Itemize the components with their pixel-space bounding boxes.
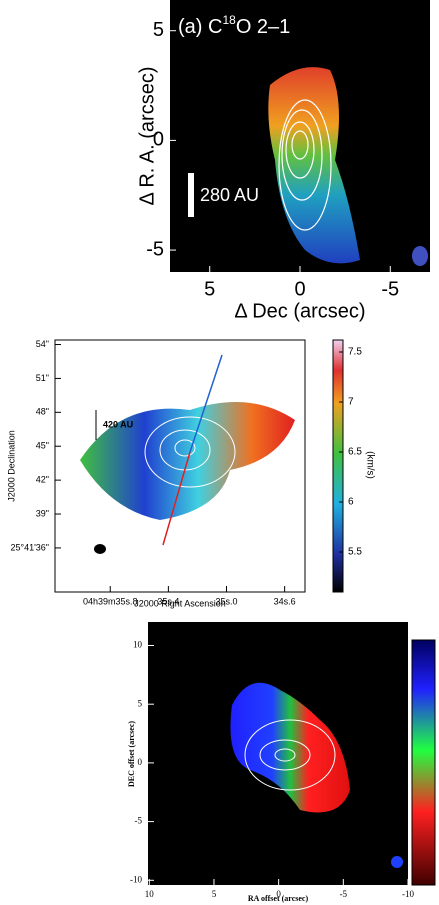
x-tick-label: -10	[402, 889, 414, 899]
title-sup: 18	[222, 13, 236, 27]
x-tick-label: 0	[294, 278, 305, 300]
scale-label: 420 AU	[103, 419, 133, 429]
colorbar-label: (km/s)	[364, 451, 375, 479]
y-tick-label: 0	[138, 757, 143, 767]
colorbar-tick-label: 5.5	[348, 547, 362, 558]
y-tick-label: 5	[153, 19, 164, 41]
x-axis-label: Δ Dec (arcsec)	[234, 300, 365, 322]
x-tick-label: 0	[276, 889, 281, 899]
y-tick-label: 39"	[36, 508, 49, 518]
y-tick-label: 51"	[36, 373, 49, 383]
x-tick-label: 5	[212, 889, 217, 899]
scale-label: 280 AU	[200, 185, 259, 205]
x-tick-label: 10	[145, 889, 155, 899]
y-axis-label: DEC offset (arcsec)	[127, 721, 136, 787]
contours	[244, 719, 336, 791]
beam	[391, 856, 403, 868]
beam	[94, 544, 106, 554]
x-tick-label: 35s.4	[157, 596, 179, 606]
x-tick-label: 35s.0	[215, 596, 237, 606]
y-tick-label: 5	[138, 698, 143, 708]
panel-title: (a) C18O 2–1	[178, 13, 290, 38]
y-tick-label: 25°41'36"	[10, 542, 49, 552]
y-tick-label: -5	[146, 238, 164, 260]
y-tick-label: 10	[133, 640, 143, 650]
x-tick-label: -5	[340, 889, 348, 899]
contours	[278, 99, 332, 231]
y-tick-label: -10	[130, 874, 142, 884]
y-tick-label: 48"	[36, 407, 49, 417]
x-axis-label: J2000 Right Ascension	[134, 598, 226, 608]
x-axis-label: RA offset (arcsec)	[248, 894, 309, 903]
colorbar-tick-label: 7	[348, 397, 354, 408]
y-tick-label: 54"	[36, 339, 49, 349]
colorbar-tick-label: 7.5	[348, 347, 362, 358]
colorbar	[411, 639, 436, 886]
y-tick-label: 0	[153, 129, 164, 151]
y-tick-label: 42"	[36, 475, 49, 485]
x-tick-label: 34s.6	[274, 596, 296, 606]
colorbar-tick-label: 6	[348, 497, 354, 508]
scale-bar	[188, 173, 194, 217]
colorbar	[332, 339, 344, 593]
emission	[230, 682, 350, 813]
y-axis-label: Δ R. A. (arcsec)	[136, 67, 158, 206]
title-rest: O 2–1	[236, 16, 290, 38]
x-tick-label: 5	[204, 278, 215, 300]
y-tick-label: 45"	[36, 441, 49, 451]
beam	[412, 246, 428, 266]
y-tick-label: -5	[135, 816, 143, 826]
colorbar-tick-label: 6.5	[348, 447, 362, 458]
outflow-arrow	[189, 354, 223, 453]
outflow-arrow	[162, 451, 191, 546]
y-axis-label: J2000 Declination	[6, 430, 16, 502]
title: (a) C	[178, 16, 222, 38]
x-tick-label: 04h39m35s.8	[83, 596, 138, 606]
x-tick-label: -5	[381, 278, 399, 300]
